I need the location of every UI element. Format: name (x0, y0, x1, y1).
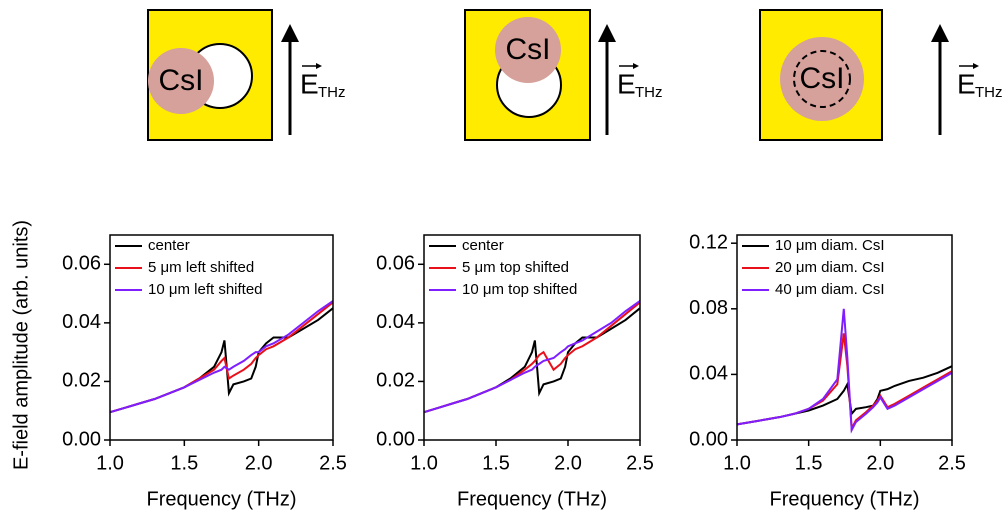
arrowhead (931, 24, 949, 42)
vector-arrowhead (316, 63, 322, 69)
legend-label: 20 μm diam. CsI (775, 259, 885, 276)
x-tick-label: 2.0 (866, 452, 894, 474)
data-line (736, 308, 953, 434)
field-subscript: THz (975, 84, 1003, 101)
legend-label: 10 μm top shifted (462, 281, 577, 298)
y-tick-label: 0.00 (62, 428, 101, 450)
data-line (109, 300, 334, 414)
x-axis-label: Frequency (THz) (146, 488, 296, 510)
legend-label: center (462, 237, 504, 254)
x-tick-label: 1.5 (170, 452, 198, 474)
arrowhead (598, 24, 616, 42)
legend-label: 10 μm diam. CsI (775, 237, 885, 254)
x-tick-label: 1.0 (96, 452, 124, 474)
y-tick-label: 0.04 (689, 363, 728, 385)
diagram: CsI E THz (147, 9, 346, 141)
x-tick-label: 2.5 (319, 452, 347, 474)
y-tick-label: 0.06 (376, 253, 415, 275)
x-tick-label: 1.0 (410, 452, 438, 474)
data-line (423, 307, 641, 414)
x-tick-label: 1.5 (482, 452, 510, 474)
y-tick-label: 0.12 (689, 231, 728, 253)
csi-disk (148, 48, 214, 114)
plot-frame (423, 234, 641, 441)
legend-label: center (148, 237, 190, 254)
csi-label: CsI (800, 62, 845, 95)
x-tick-label: 2.0 (245, 452, 273, 474)
vector-arrowhead (633, 63, 639, 69)
field-subscript: THz (318, 84, 346, 101)
y-tick-label: 0.06 (62, 253, 101, 275)
data-line (423, 300, 641, 414)
data-line (736, 365, 953, 426)
legend-label: 5 μm top shifted (462, 259, 569, 276)
field-subscript: THz (635, 84, 663, 101)
x-axis-label: Frequency (THz) (769, 488, 919, 510)
y-tick-label: 0.04 (376, 311, 415, 333)
y-tick-label: 0.00 (376, 428, 415, 450)
diagram: CsI E THz (759, 9, 1003, 141)
data-line (109, 301, 334, 414)
field-label: E (617, 68, 636, 99)
x-tick-label: 1.5 (795, 452, 823, 474)
legend-label: 40 μm diam. CsI (775, 281, 885, 298)
csi-disk (495, 17, 561, 83)
vector-arrowhead (973, 63, 979, 69)
y-tick-label: 0.04 (62, 311, 101, 333)
arrowhead (281, 24, 299, 42)
x-tick-label: 1.0 (723, 452, 751, 474)
x-tick-label: 2.5 (626, 452, 654, 474)
field-label: E (300, 68, 319, 99)
field-label: E (957, 68, 976, 99)
plot-frame (736, 234, 953, 441)
y-tick-label: 0.02 (62, 370, 101, 392)
y-tick-label: 0.02 (376, 370, 415, 392)
x-axis-label: Frequency (THz) (457, 488, 607, 510)
hole (793, 50, 851, 108)
data-line (423, 301, 641, 414)
x-tick-label: 2.5 (938, 452, 966, 474)
legend-label: 10 μm left shifted (148, 281, 263, 298)
x-tick-label: 2.0 (554, 452, 582, 474)
plot-frame (109, 234, 334, 441)
y-tick-label: 0.00 (689, 428, 728, 450)
data-line (736, 333, 953, 433)
legend-label: 5 μm left shifted (148, 259, 254, 276)
diagram: CsI E THz (464, 9, 663, 141)
csi-disk (780, 37, 864, 121)
csi-label: CsI (506, 33, 551, 66)
y-axis-label: E-field amplitude (arb. units) (10, 220, 32, 470)
y-tick-label: 0.08 (689, 297, 728, 319)
csi-label: CsI (159, 64, 204, 97)
